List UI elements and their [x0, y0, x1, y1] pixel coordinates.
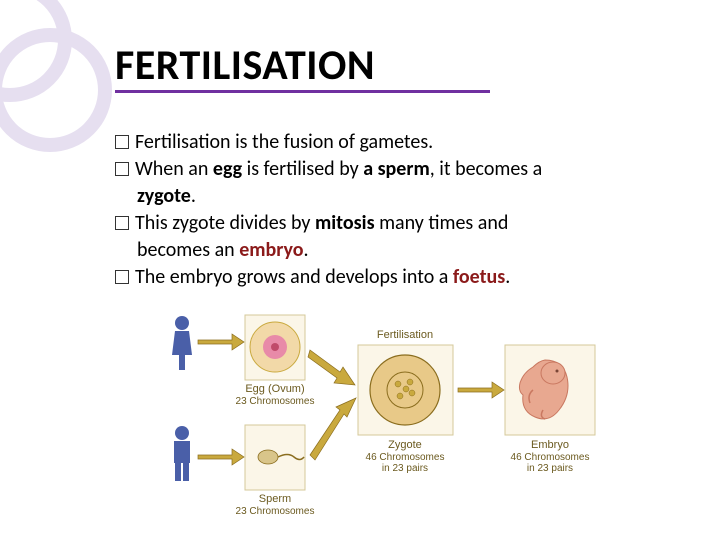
arrow-icon	[198, 449, 244, 465]
bullet-bold: mitosis	[315, 211, 375, 235]
bullet-text: When an	[135, 157, 213, 181]
male-icon	[174, 426, 190, 481]
bullet-item: This zygote divides by mitosis many time…	[115, 211, 655, 236]
bullet-icon	[115, 135, 129, 149]
fertilisation-label: Fertilisation	[377, 329, 433, 341]
arrow-icon	[198, 334, 244, 350]
bullet-bold: a sperm	[363, 157, 430, 181]
bullet-text: is fertilised by	[242, 157, 363, 181]
embryo-label-sub2: in 23 pairs	[527, 463, 573, 474]
female-icon	[172, 316, 192, 370]
fertilisation-diagram: Egg (Ovum) 23 Chromosomes Sperm 23 Chrom…	[160, 310, 600, 520]
zygote-label: Zygote	[388, 439, 422, 451]
embryo-label-sub: 46 Chromosomes	[511, 452, 590, 463]
arrow-icon	[310, 398, 356, 460]
bullet-item: Fertilisation is the fusion of gametes.	[115, 130, 655, 155]
sperm-label: Sperm	[259, 493, 291, 505]
bullet-bold: egg	[213, 157, 242, 181]
bullet-icon	[115, 216, 129, 230]
arrow-icon	[308, 350, 355, 385]
bullet-text: many times and	[375, 211, 509, 235]
zygote-label-sub: 46 Chromosomes	[366, 452, 445, 463]
bullet-bold: zygote	[137, 184, 191, 208]
bullet-item: The embryo grows and develops into a foe…	[115, 265, 655, 290]
bullet-icon	[115, 270, 129, 284]
zygote-label-sub2: in 23 pairs	[382, 463, 428, 474]
egg-label-sub: 23 Chromosomes	[236, 396, 315, 407]
sperm-label-sub: 23 Chromosomes	[236, 506, 315, 517]
bullet-list: Fertilisation is the fusion of gametes. …	[115, 130, 655, 292]
bullet-continuation: becomes an embryo.	[115, 238, 655, 263]
slide-title: FERTILISATION	[115, 40, 375, 91]
bullet-text: The embryo grows and develops into a	[135, 265, 453, 289]
bullet-text: becomes an	[137, 238, 239, 262]
arrow-icon	[458, 382, 504, 398]
bullet-emphasis: foetus	[453, 265, 505, 289]
bullet-text: Fertilisation is the fusion of gametes.	[135, 130, 433, 154]
bullet-item: When an egg is fertilised by a sperm, it…	[115, 157, 655, 182]
embryo-label: Embryo	[531, 439, 569, 451]
slide-corner-decoration	[0, 0, 120, 160]
bullet-text: This zygote divides by	[135, 211, 315, 235]
bullet-continuation: zygote.	[115, 184, 655, 209]
bullet-text: .	[191, 184, 196, 208]
bullet-text: .	[505, 265, 510, 289]
bullet-emphasis: embryo	[239, 238, 303, 262]
egg-label: Egg (Ovum)	[245, 383, 304, 395]
bullet-icon	[115, 162, 129, 176]
bullet-text: , it becomes a	[430, 157, 542, 181]
title-underline	[115, 90, 490, 93]
bullet-text: .	[303, 238, 308, 262]
